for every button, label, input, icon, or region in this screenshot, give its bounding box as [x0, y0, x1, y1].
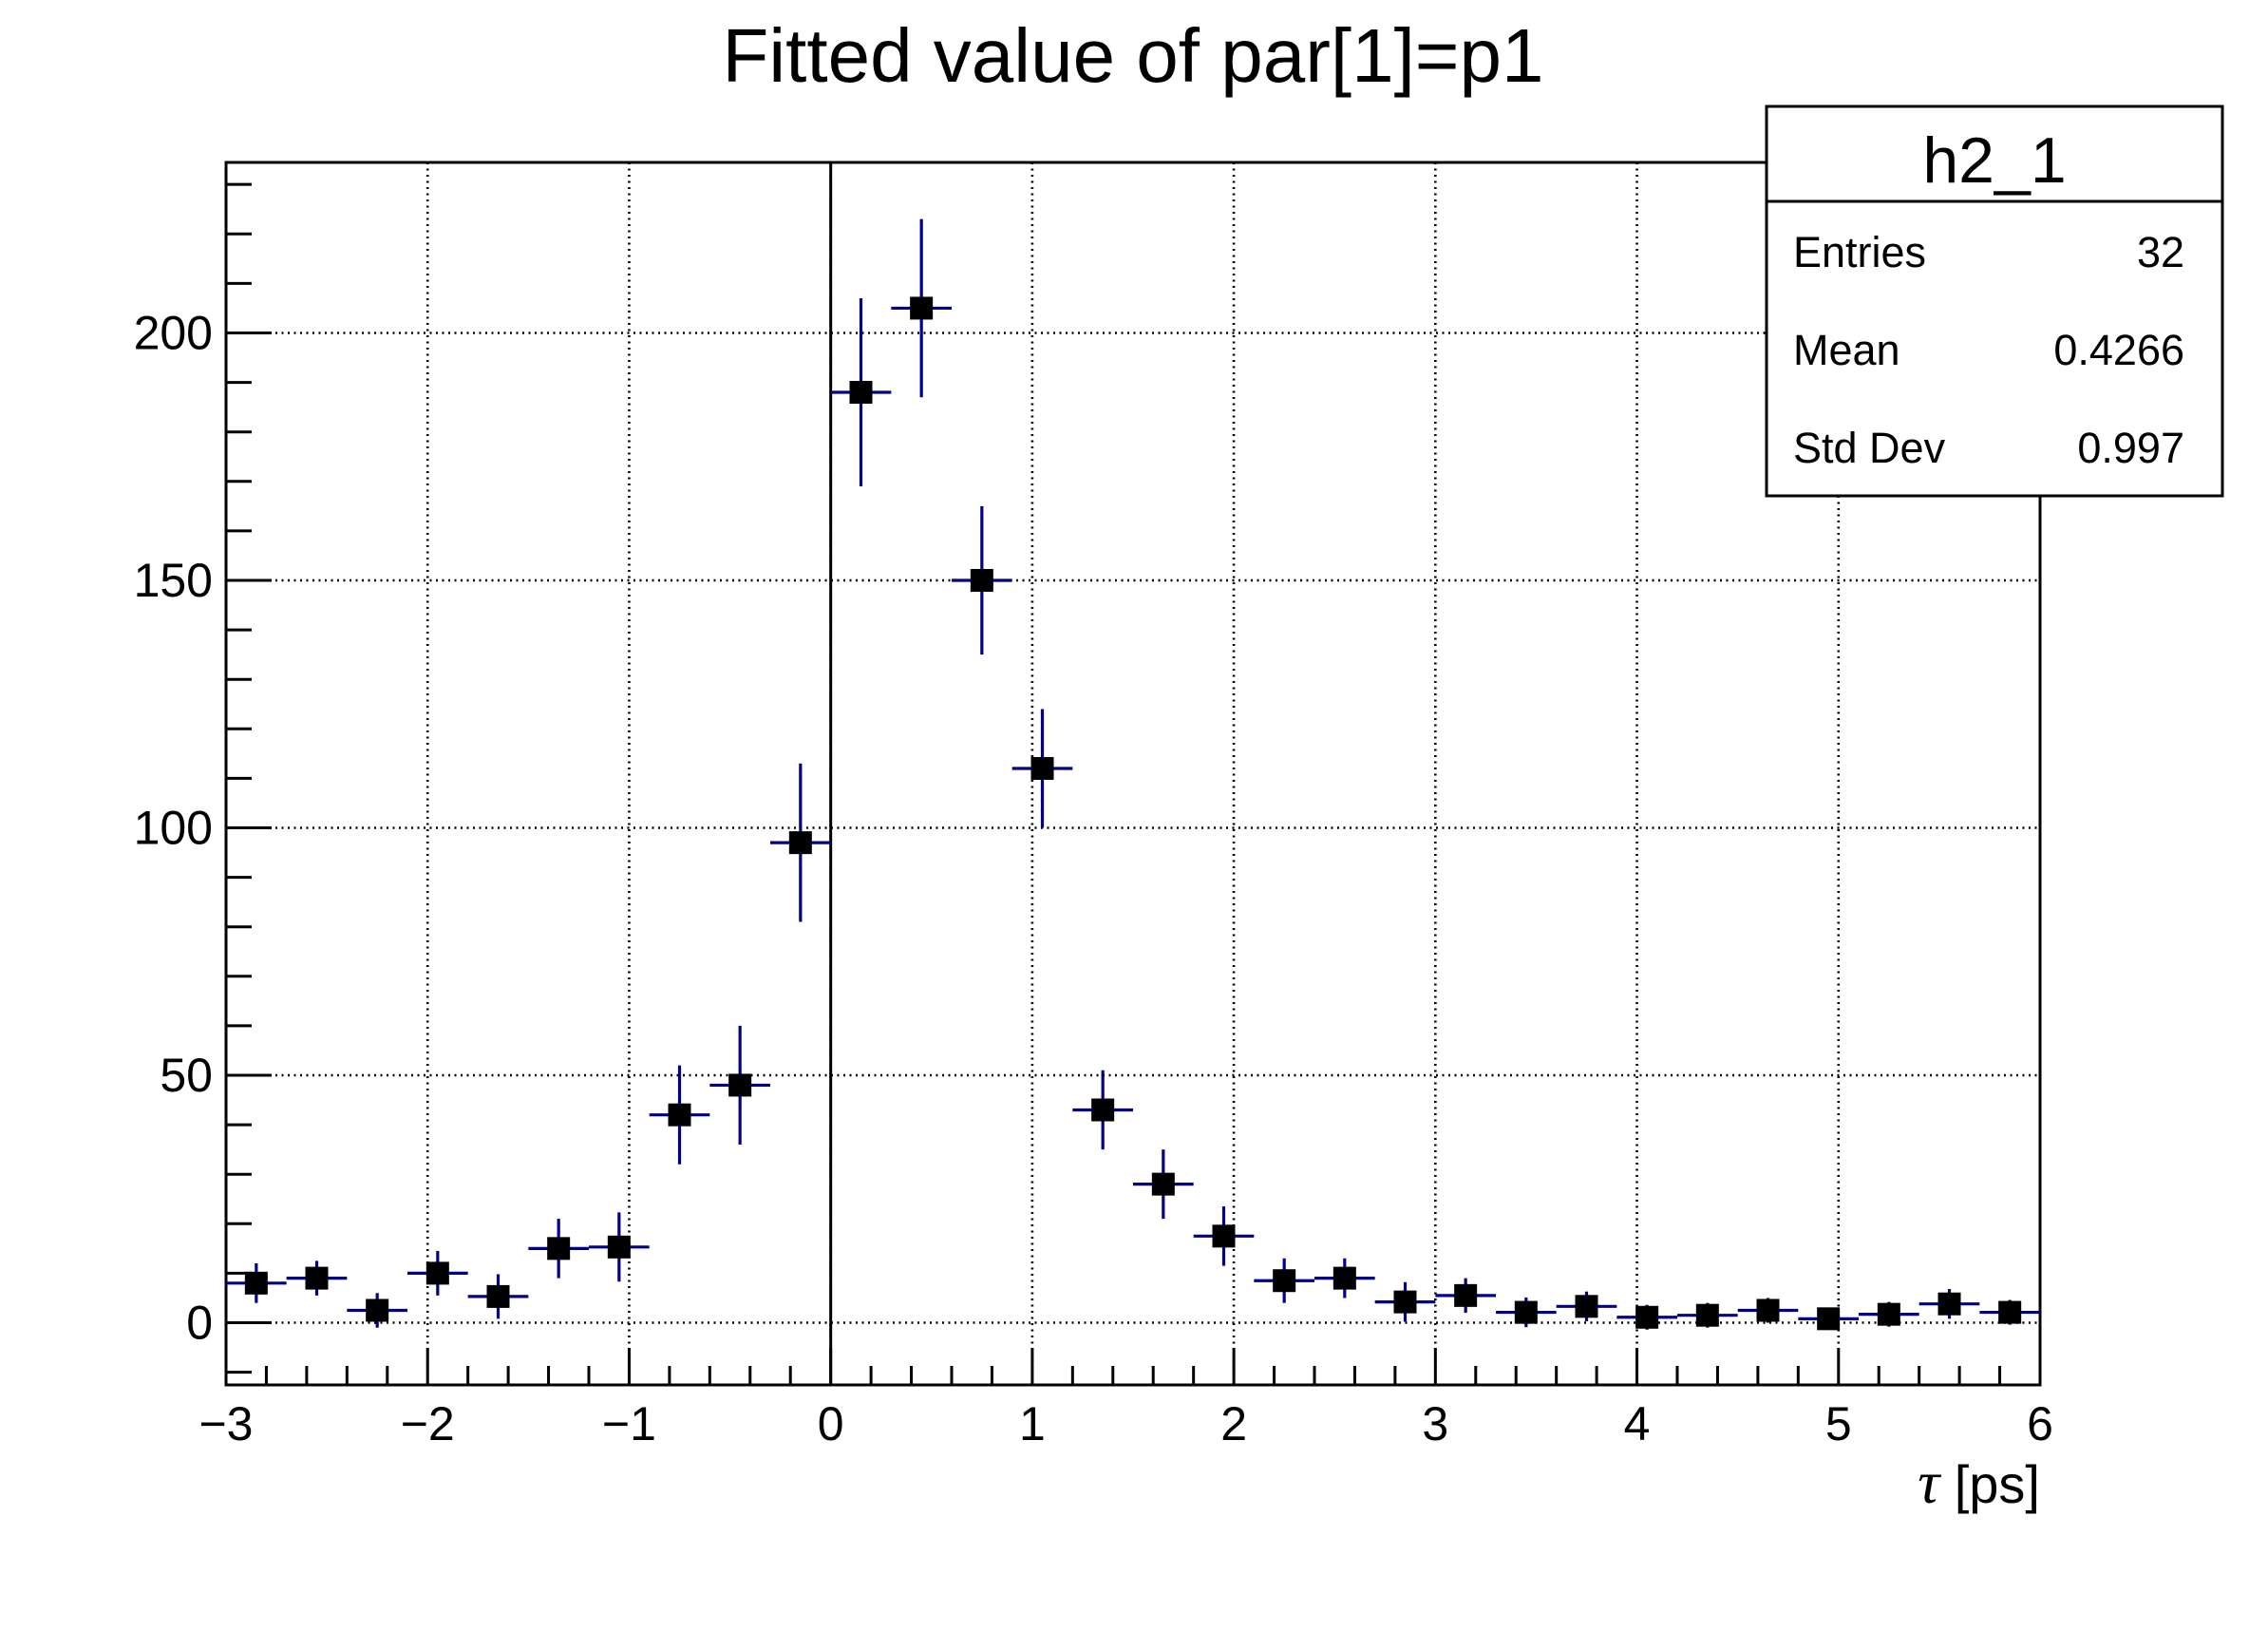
stats-box: h2_1 Entries 32 Mean 0.4266 Std Dev 0.99… [1765, 104, 2224, 498]
plot-frame [224, 161, 2042, 1387]
x-tick-label: 5 [1825, 1397, 1852, 1450]
stats-mean-value: 0.4266 [2053, 326, 2184, 374]
data-point-marker [1817, 1307, 1841, 1331]
x-tick-label: −2 [401, 1397, 455, 1450]
data-point-marker [1635, 1305, 1659, 1329]
data-point-marker [1273, 1269, 1296, 1293]
x-tick-label: −3 [198, 1397, 253, 1450]
stats-mean-label: Mean [1793, 326, 1900, 374]
stats-stddev-label: Std Dev [1793, 424, 1946, 472]
data-point-marker [607, 1235, 631, 1259]
x-axis-title-symbol: τ [1918, 1449, 1941, 1516]
data-point-marker [849, 381, 873, 405]
data-point-marker [1937, 1292, 1961, 1316]
stats-entries-value: 32 [2137, 228, 2184, 276]
x-tick-label: −1 [602, 1397, 656, 1450]
y-tick-label: 100 [134, 801, 213, 854]
data-point-marker [1514, 1300, 1538, 1324]
stats-stddev-value: 0.997 [2077, 424, 2184, 472]
axis-ticks [224, 182, 2042, 1385]
y-tick-label: 50 [160, 1049, 213, 1102]
data-point-marker [1454, 1283, 1478, 1307]
data-point-marker [1091, 1098, 1115, 1122]
data-point-marker [1030, 756, 1054, 780]
x-tick-label: 2 [1220, 1397, 1247, 1450]
data-point-marker [1332, 1266, 1356, 1290]
y-tick-label: 200 [134, 306, 213, 359]
y-tick-labels: 0 50 100 150 200 [134, 306, 213, 1349]
data-series [226, 218, 2040, 1331]
x-tick-labels: −3 −2 −1 0 1 2 3 4 5 6 [198, 1397, 2052, 1450]
data-point-marker [788, 831, 812, 855]
data-point-marker [910, 296, 934, 320]
y-tick-label: 150 [134, 554, 213, 607]
x-tick-label: 1 [1019, 1397, 1046, 1450]
x-tick-label: 0 [818, 1397, 844, 1450]
data-point-marker [425, 1261, 449, 1285]
stats-box-frame [1765, 104, 2224, 498]
stats-entries-label: Entries [1793, 228, 1926, 276]
frame-border [224, 161, 2042, 1387]
x-axis-title-units: [ps] [1939, 1454, 2040, 1514]
data-point-marker [1695, 1303, 1719, 1327]
data-point-marker [728, 1073, 752, 1097]
data-point-marker [970, 568, 993, 592]
data-point-marker [1877, 1302, 1900, 1326]
data-point-marker [1756, 1298, 1780, 1322]
data-point-marker [486, 1284, 510, 1308]
data-point-marker [1998, 1300, 2022, 1324]
data-point-marker [1393, 1290, 1417, 1314]
data-point-marker [366, 1298, 389, 1322]
data-point-marker [547, 1237, 571, 1260]
data-point-marker [1151, 1172, 1175, 1196]
y-tick-label: 0 [186, 1297, 213, 1350]
x-axis-title: τ [ps] [1918, 1449, 2040, 1516]
data-point-marker [305, 1266, 329, 1290]
data-point-marker [244, 1271, 268, 1295]
stats-box-title: h2_1 [1922, 124, 2066, 197]
x-tick-label: 3 [1422, 1397, 1448, 1450]
page-title: Fitted value of par[1]=p1 [723, 13, 1544, 98]
x-tick-label: 6 [2027, 1397, 2053, 1450]
data-point-marker [1212, 1224, 1236, 1248]
data-point-marker [668, 1103, 691, 1127]
x-tick-label: 4 [1624, 1397, 1651, 1450]
data-point-marker [1575, 1295, 1598, 1318]
